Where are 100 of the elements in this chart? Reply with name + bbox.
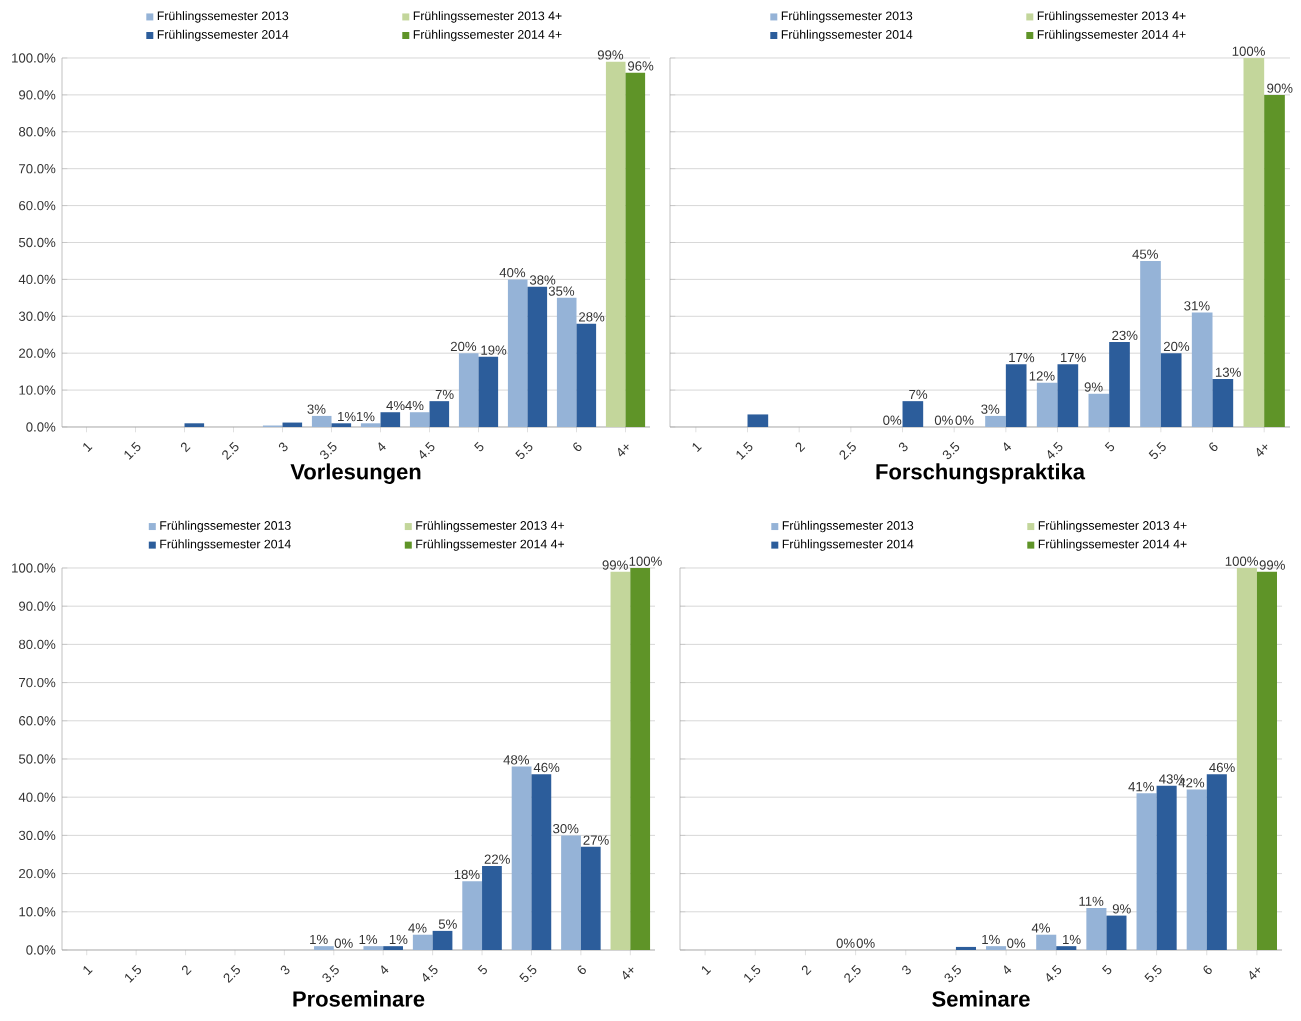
y-tick-label: 60.0% [19, 716, 56, 726]
data-label: 5% [438, 919, 457, 929]
legend-label: Frühlingssemester 2014 4+ [416, 539, 565, 551]
x-tick-label: 1 [701, 966, 712, 975]
x-tick-label: 1 [692, 443, 702, 452]
bar [311, 415, 332, 427]
bar [1160, 353, 1182, 427]
data-label: 20% [450, 341, 477, 352]
x-tick-label: 4.5 [422, 964, 438, 982]
x-tick-label: 1.5 [125, 964, 142, 983]
bar [1156, 785, 1177, 950]
data-label: 17% [1009, 352, 1035, 363]
data-label: 3% [307, 404, 326, 414]
x-tick-label: 3 [280, 965, 290, 975]
data-label: 1% [1063, 934, 1081, 945]
x-tick-label: 5.5 [515, 441, 533, 460]
data-label: 28% [579, 312, 605, 322]
y-tick-label: 50.0% [18, 237, 56, 248]
x-tick-label: 5 [474, 441, 484, 452]
bar [1212, 379, 1234, 427]
data-label: 1% [356, 411, 375, 422]
bar [531, 774, 552, 950]
bar [409, 412, 430, 427]
legend-label: Frühlingssemester 2013 [782, 520, 914, 533]
data-label: 27% [583, 835, 609, 845]
data-label: 9% [1084, 382, 1103, 392]
data-label: 0% [883, 415, 902, 425]
y-tick-label: 80.0% [19, 639, 56, 650]
data-label: 0% [955, 415, 974, 425]
data-label: 1% [338, 411, 356, 422]
legend-label: Frühlingssemester 2014 [782, 539, 914, 551]
y-tick-label: 90.0% [19, 90, 56, 100]
x-tick-label: 4+ [622, 967, 634, 980]
data-label: 4% [405, 400, 424, 411]
x-tick-label: 3.5 [322, 964, 339, 983]
data-label: 100% [629, 556, 662, 566]
data-label: 19% [481, 345, 507, 355]
y-tick-label: 10.0% [19, 907, 56, 917]
data-label: 99% [602, 560, 628, 570]
data-label: 0% [1007, 938, 1026, 948]
data-label: 48% [503, 755, 530, 765]
y-tick-label: 70.0% [19, 677, 56, 688]
text: Vorlesungen [290, 463, 421, 484]
bar [605, 61, 626, 427]
x-tick-label: 6 [1203, 965, 1212, 975]
data-label: 20% [1163, 341, 1190, 352]
data-label: 18% [454, 869, 480, 880]
text: Forschungspraktika [876, 463, 1086, 484]
bar [561, 835, 581, 950]
text: Seminare [932, 990, 1030, 1007]
x-tick-label: 4+ [618, 444, 629, 457]
x-tick-label: 5 [477, 964, 487, 975]
bar [458, 353, 479, 427]
bar [902, 401, 924, 427]
bar [462, 881, 483, 950]
bar [363, 946, 384, 950]
y-tick-label: 30.0% [18, 830, 56, 841]
data-label: 17% [1060, 352, 1086, 363]
bar [1191, 312, 1213, 427]
data-label: 1% [389, 934, 408, 945]
x-tick-label: 5 [1102, 964, 1112, 975]
bar [1005, 364, 1027, 427]
legend-label: Frühlingssemester 2014 4+ [1037, 29, 1186, 42]
x-tick-label: 6 [1209, 442, 1218, 452]
bar [610, 571, 631, 950]
bar [1056, 946, 1077, 950]
bar [1136, 793, 1157, 950]
bar [1109, 342, 1130, 427]
data-label: 41% [1128, 782, 1154, 792]
data-label: 1% [310, 934, 328, 945]
x-tick-label: 5 [1104, 441, 1115, 452]
bar [625, 72, 646, 427]
x-tick-label: 4+ [1249, 967, 1261, 980]
bar [1186, 789, 1207, 950]
legend-label: Frühlingssemester 2014 4+ [1038, 539, 1187, 551]
y-tick-label: 0.0% [26, 945, 56, 955]
bar [184, 423, 205, 427]
x-tick-label: 2.5 [844, 964, 861, 984]
y-tick-label: 80.0% [19, 127, 56, 137]
data-label: 7% [909, 389, 928, 400]
y-tick-label: 70.0% [19, 164, 56, 174]
data-label: 31% [1184, 301, 1210, 311]
bar [1036, 934, 1057, 950]
data-label: 1% [359, 934, 378, 945]
x-tick-label: 1 [83, 966, 93, 975]
data-label: 13% [1215, 367, 1241, 377]
x-tick-label: 5.5 [519, 964, 537, 983]
data-label: 100% [1232, 46, 1265, 56]
data-label: 0% [334, 938, 353, 948]
bar [986, 946, 1007, 950]
data-label: 99% [1259, 560, 1285, 570]
x-tick-label: 2 [801, 965, 812, 976]
bar [1140, 260, 1161, 427]
legend-label: Frühlingssemester 2014 [781, 29, 913, 42]
x-tick-label: 1.5 [736, 441, 753, 460]
data-label: 96% [628, 61, 654, 71]
x-tick-label: 2 [181, 965, 192, 976]
x-tick-label: 1 [83, 443, 93, 452]
bar [527, 286, 548, 427]
legend-label: Frühlingssemester 2013 4+ [416, 520, 565, 533]
